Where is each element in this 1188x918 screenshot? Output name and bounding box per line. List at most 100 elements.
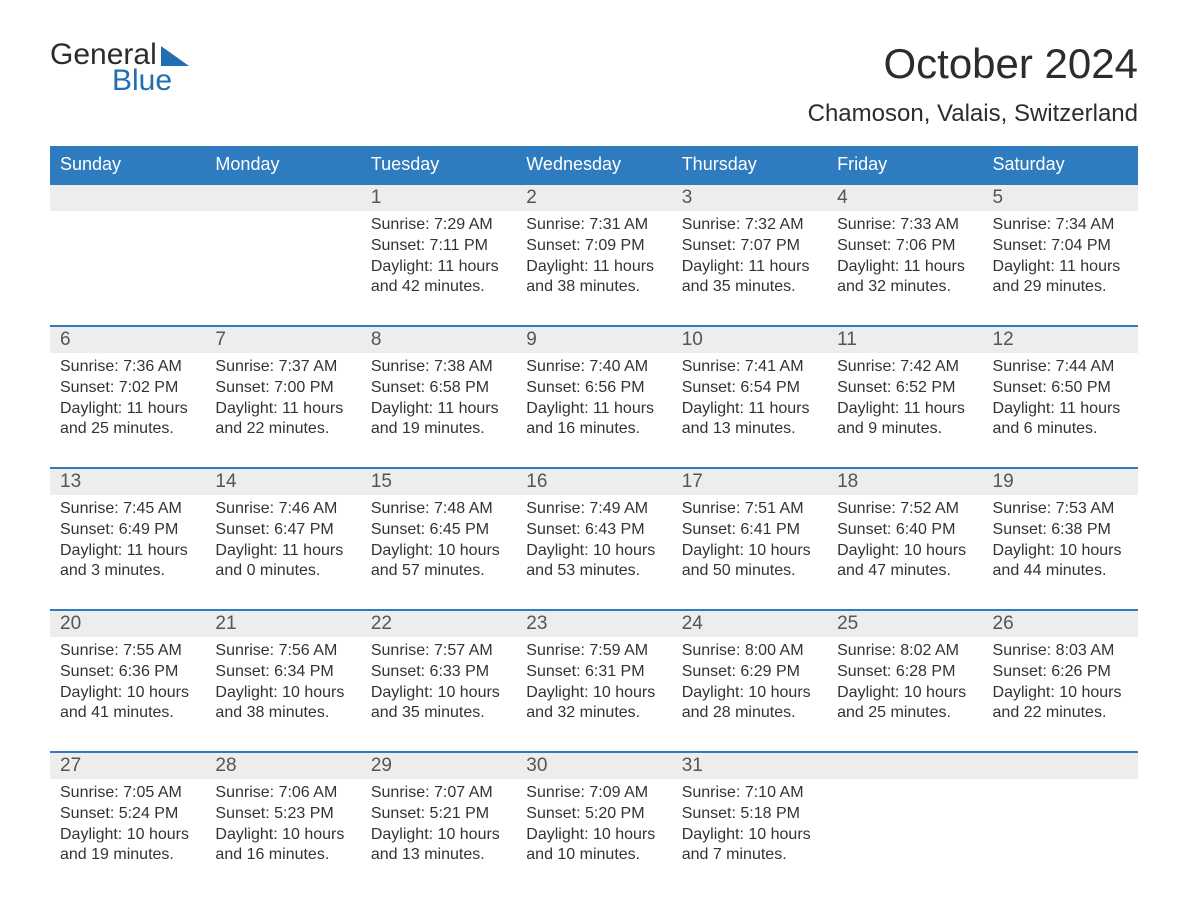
day-body — [827, 779, 982, 793]
day-cell — [205, 185, 360, 325]
day-cell: 1Sunrise: 7:29 AMSunset: 7:11 PMDaylight… — [361, 185, 516, 325]
daylight-line-2: and 0 minutes. — [215, 561, 350, 582]
daylight-line-1: Daylight: 11 hours — [993, 257, 1128, 278]
week-row: 20Sunrise: 7:55 AMSunset: 6:36 PMDayligh… — [50, 609, 1138, 751]
sunset-line: Sunset: 5:24 PM — [60, 804, 195, 825]
sunrise-line: Sunrise: 7:56 AM — [215, 641, 350, 662]
sunrise-line: Sunrise: 8:00 AM — [682, 641, 817, 662]
day-number: 29 — [361, 753, 516, 779]
day-cell: 13Sunrise: 7:45 AMSunset: 6:49 PMDayligh… — [50, 469, 205, 609]
daylight-line-1: Daylight: 10 hours — [682, 825, 817, 846]
daylight-line-2: and 10 minutes. — [526, 845, 661, 866]
day-body: Sunrise: 7:06 AMSunset: 5:23 PMDaylight:… — [205, 779, 360, 876]
sunset-line: Sunset: 6:43 PM — [526, 520, 661, 541]
day-body: Sunrise: 7:57 AMSunset: 6:33 PMDaylight:… — [361, 637, 516, 734]
sunset-line: Sunset: 6:52 PM — [837, 378, 972, 399]
sunrise-line: Sunrise: 7:37 AM — [215, 357, 350, 378]
sunset-line: Sunset: 6:56 PM — [526, 378, 661, 399]
day-cell: 20Sunrise: 7:55 AMSunset: 6:36 PMDayligh… — [50, 611, 205, 751]
daylight-line-1: Daylight: 10 hours — [371, 683, 506, 704]
dow-cell: Sunday — [50, 146, 205, 183]
sunrise-line: Sunrise: 7:59 AM — [526, 641, 661, 662]
sunset-line: Sunset: 6:29 PM — [682, 662, 817, 683]
logo: General Blue — [50, 40, 189, 96]
daylight-line-1: Daylight: 11 hours — [682, 257, 817, 278]
day-body: Sunrise: 7:46 AMSunset: 6:47 PMDaylight:… — [205, 495, 360, 592]
day-cell: 3Sunrise: 7:32 AMSunset: 7:07 PMDaylight… — [672, 185, 827, 325]
day-cell: 7Sunrise: 7:37 AMSunset: 7:00 PMDaylight… — [205, 327, 360, 467]
sunset-line: Sunset: 6:31 PM — [526, 662, 661, 683]
sunrise-line: Sunrise: 7:46 AM — [215, 499, 350, 520]
sunset-line: Sunset: 6:34 PM — [215, 662, 350, 683]
day-number: 20 — [50, 611, 205, 637]
sunset-line: Sunset: 5:20 PM — [526, 804, 661, 825]
page-title: October 2024 — [808, 40, 1138, 88]
sunrise-line: Sunrise: 7:45 AM — [60, 499, 195, 520]
daylight-line-1: Daylight: 10 hours — [526, 683, 661, 704]
day-body: Sunrise: 7:05 AMSunset: 5:24 PMDaylight:… — [50, 779, 205, 876]
daylight-line-1: Daylight: 11 hours — [60, 399, 195, 420]
day-number: 18 — [827, 469, 982, 495]
sunset-line: Sunset: 6:40 PM — [837, 520, 972, 541]
day-cell: 22Sunrise: 7:57 AMSunset: 6:33 PMDayligh… — [361, 611, 516, 751]
day-body: Sunrise: 7:45 AMSunset: 6:49 PMDaylight:… — [50, 495, 205, 592]
dow-cell: Tuesday — [361, 146, 516, 183]
day-cell: 25Sunrise: 8:02 AMSunset: 6:28 PMDayligh… — [827, 611, 982, 751]
day-body: Sunrise: 7:59 AMSunset: 6:31 PMDaylight:… — [516, 637, 671, 734]
daylight-line-2: and 50 minutes. — [682, 561, 817, 582]
day-number: 10 — [672, 327, 827, 353]
day-body: Sunrise: 7:42 AMSunset: 6:52 PMDaylight:… — [827, 353, 982, 450]
daylight-line-2: and 44 minutes. — [993, 561, 1128, 582]
day-cell: 26Sunrise: 8:03 AMSunset: 6:26 PMDayligh… — [983, 611, 1138, 751]
day-cell: 17Sunrise: 7:51 AMSunset: 6:41 PMDayligh… — [672, 469, 827, 609]
sunset-line: Sunset: 7:04 PM — [993, 236, 1128, 257]
dow-cell: Wednesday — [516, 146, 671, 183]
sunset-line: Sunset: 7:07 PM — [682, 236, 817, 257]
day-number: 11 — [827, 327, 982, 353]
daylight-line-1: Daylight: 11 hours — [371, 257, 506, 278]
day-body: Sunrise: 8:00 AMSunset: 6:29 PMDaylight:… — [672, 637, 827, 734]
day-cell: 27Sunrise: 7:05 AMSunset: 5:24 PMDayligh… — [50, 753, 205, 893]
day-cell — [50, 185, 205, 325]
day-cell: 30Sunrise: 7:09 AMSunset: 5:20 PMDayligh… — [516, 753, 671, 893]
daylight-line-2: and 35 minutes. — [371, 703, 506, 724]
sunrise-line: Sunrise: 7:40 AM — [526, 357, 661, 378]
daylight-line-2: and 3 minutes. — [60, 561, 195, 582]
logo-text-bottom: Blue — [50, 66, 189, 96]
day-number: 9 — [516, 327, 671, 353]
sunset-line: Sunset: 6:26 PM — [993, 662, 1128, 683]
day-number — [205, 185, 360, 211]
daylight-line-2: and 53 minutes. — [526, 561, 661, 582]
sunset-line: Sunset: 7:09 PM — [526, 236, 661, 257]
day-cell: 5Sunrise: 7:34 AMSunset: 7:04 PMDaylight… — [983, 185, 1138, 325]
sunset-line: Sunset: 6:49 PM — [60, 520, 195, 541]
day-body: Sunrise: 7:52 AMSunset: 6:40 PMDaylight:… — [827, 495, 982, 592]
day-body — [983, 779, 1138, 793]
daylight-line-2: and 13 minutes. — [371, 845, 506, 866]
sunrise-line: Sunrise: 7:38 AM — [371, 357, 506, 378]
daylight-line-1: Daylight: 10 hours — [993, 541, 1128, 562]
daylight-line-2: and 13 minutes. — [682, 419, 817, 440]
day-number: 13 — [50, 469, 205, 495]
logo-triangle-icon — [161, 46, 189, 66]
daylight-line-2: and 25 minutes. — [60, 419, 195, 440]
daylight-line-1: Daylight: 10 hours — [371, 541, 506, 562]
daylight-line-2: and 22 minutes. — [993, 703, 1128, 724]
day-cell: 9Sunrise: 7:40 AMSunset: 6:56 PMDaylight… — [516, 327, 671, 467]
day-body: Sunrise: 7:41 AMSunset: 6:54 PMDaylight:… — [672, 353, 827, 450]
title-block: October 2024 Chamoson, Valais, Switzerla… — [808, 40, 1138, 128]
day-number: 16 — [516, 469, 671, 495]
sunrise-line: Sunrise: 7:49 AM — [526, 499, 661, 520]
daylight-line-2: and 19 minutes. — [371, 419, 506, 440]
daylight-line-1: Daylight: 10 hours — [993, 683, 1128, 704]
sunrise-line: Sunrise: 8:03 AM — [993, 641, 1128, 662]
sunrise-line: Sunrise: 7:41 AM — [682, 357, 817, 378]
calendar: SundayMondayTuesdayWednesdayThursdayFrid… — [50, 146, 1138, 893]
day-cell: 11Sunrise: 7:42 AMSunset: 6:52 PMDayligh… — [827, 327, 982, 467]
daylight-line-1: Daylight: 10 hours — [837, 541, 972, 562]
daylight-line-1: Daylight: 10 hours — [215, 683, 350, 704]
day-number: 31 — [672, 753, 827, 779]
day-number: 8 — [361, 327, 516, 353]
sunset-line: Sunset: 7:02 PM — [60, 378, 195, 399]
day-cell: 2Sunrise: 7:31 AMSunset: 7:09 PMDaylight… — [516, 185, 671, 325]
